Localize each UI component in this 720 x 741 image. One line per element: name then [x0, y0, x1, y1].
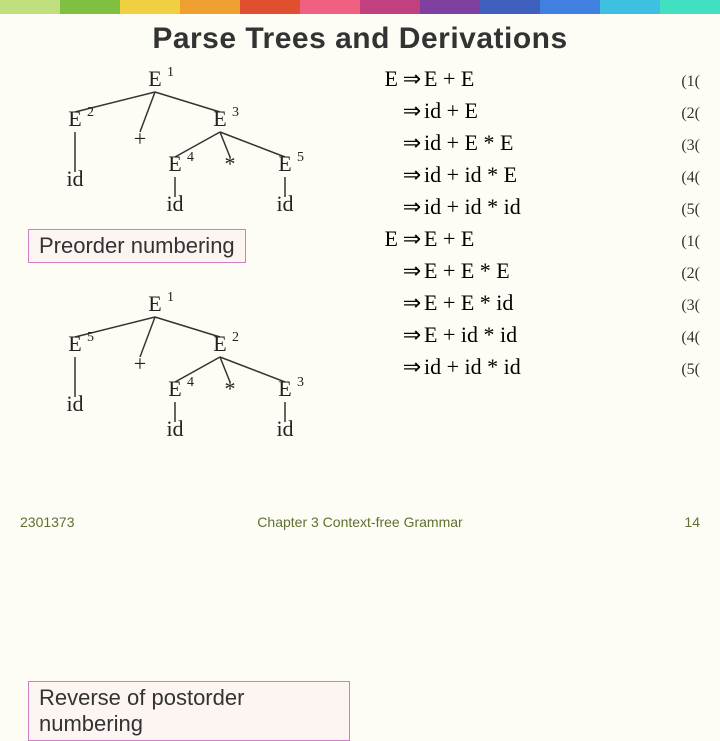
- derivation-step-number: (3(: [660, 297, 700, 315]
- derivation-arrow-icon: ⇒: [400, 258, 424, 284]
- derivation-step-number: (2(: [660, 265, 700, 283]
- derivation-row: ⇒id + id * id(5(: [360, 354, 700, 380]
- tree-node: +: [134, 351, 146, 376]
- derivation-row: ⇒id + id * E(4(: [360, 162, 700, 188]
- content-area: E1E2+E3idE4*E5idid Preorder numbering E1…: [0, 56, 720, 491]
- tree-node-superscript: 4: [187, 375, 194, 390]
- tree-node: id: [276, 191, 293, 216]
- derivation-arrow-icon: ⇒: [400, 290, 424, 316]
- derivation-row: E⇒E + E(1(: [360, 66, 700, 92]
- tree-node: id: [66, 391, 83, 416]
- tree-node: E: [68, 106, 81, 131]
- derivation-row: ⇒id + id * id(5(: [360, 194, 700, 220]
- derivation-row: ⇒E + id * id(4(: [360, 322, 700, 348]
- decorative-topbar: [0, 0, 720, 14]
- tree-node: id: [66, 166, 83, 191]
- tree-node: id: [276, 416, 293, 441]
- derivation-step-number: (1(: [660, 73, 700, 91]
- tree-postorder: E1E5+E2idE4*E3idid Reverse of postorder …: [20, 291, 350, 491]
- caption-preorder: Preorder numbering: [28, 229, 246, 263]
- tree-node: E: [213, 106, 226, 131]
- derivation-body: E + id * id: [424, 322, 660, 348]
- derivation-step-number: (2(: [660, 105, 700, 123]
- derivation-row: ⇒id + E * E(3(: [360, 130, 700, 156]
- tree-node: E: [278, 151, 291, 176]
- derivation-arrow-icon: ⇒: [400, 98, 424, 124]
- derivation-body: id + E * E: [424, 130, 660, 156]
- derivation-arrow-icon: ⇒: [400, 130, 424, 156]
- derivation-body: id + E: [424, 98, 660, 124]
- tree-node: E: [168, 151, 181, 176]
- tree-node-superscript: 3: [232, 105, 239, 120]
- tree-node: E: [148, 66, 161, 91]
- tree-node-superscript: 4: [187, 150, 194, 165]
- derivation-step-number: (5(: [660, 361, 700, 379]
- derivation-arrow-icon: ⇒: [400, 322, 424, 348]
- derivation-step-number: (4(: [660, 329, 700, 347]
- tree-node-superscript: 5: [87, 330, 94, 345]
- derivation-lhs: E: [360, 226, 400, 252]
- trees-column: E1E2+E3idE4*E5idid Preorder numbering E1…: [20, 66, 350, 491]
- derivation-body: E + E: [424, 226, 660, 252]
- footer-course-code: 2301373: [20, 514, 75, 530]
- derivation-body: E + E * E: [424, 258, 660, 284]
- derivation-body: E + E * id: [424, 290, 660, 316]
- derivation-arrow-icon: ⇒: [400, 66, 424, 92]
- tree-node: *: [225, 151, 236, 176]
- derivation-row: E⇒E + E(1(: [360, 226, 700, 252]
- derivation-body: id + id * id: [424, 354, 660, 380]
- derivations-column: E⇒E + E(1(⇒id + E(2(⇒id + E * E(3(⇒id + …: [350, 66, 700, 491]
- derivation-step-number: (4(: [660, 169, 700, 187]
- tree-node: E: [213, 331, 226, 356]
- footer-page-number: 14: [684, 514, 700, 530]
- derivation-row: ⇒E + E * E(2(: [360, 258, 700, 284]
- derivation-arrow-icon: ⇒: [400, 162, 424, 188]
- tree-node-superscript: 1: [167, 66, 174, 80]
- derivation-step-number: (3(: [660, 137, 700, 155]
- tree-node: +: [134, 126, 146, 151]
- slide-title: Parse Trees and Derivations: [0, 22, 720, 56]
- tree-node-superscript: 3: [297, 375, 304, 390]
- caption-postorder: Reverse of postorder numbering: [28, 681, 350, 741]
- tree-node: E: [278, 376, 291, 401]
- derivation-row: ⇒id + E(2(: [360, 98, 700, 124]
- tree-node-superscript: 5: [297, 150, 304, 165]
- tree-node: *: [225, 376, 236, 401]
- tree-node: id: [166, 416, 183, 441]
- tree-node-superscript: 2: [232, 330, 239, 345]
- derivation-arrow-icon: ⇒: [400, 226, 424, 252]
- tree-preorder: E1E2+E3idE4*E5idid Preorder numbering: [20, 66, 350, 261]
- derivation-body: E + E: [424, 66, 660, 92]
- tree-node: id: [166, 191, 183, 216]
- tree-node: E: [68, 331, 81, 356]
- derivation-arrow-icon: ⇒: [400, 194, 424, 220]
- tree-node: E: [168, 376, 181, 401]
- derivation-body: id + id * E: [424, 162, 660, 188]
- derivation-step-number: (5(: [660, 201, 700, 219]
- derivation-lhs: E: [360, 66, 400, 92]
- tree-node-superscript: 2: [87, 105, 94, 120]
- tree-node-superscript: 1: [167, 291, 174, 305]
- tree-node: E: [148, 291, 161, 316]
- derivation-row: ⇒E + E * id(3(: [360, 290, 700, 316]
- derivation-body: id + id * id: [424, 194, 660, 220]
- derivation-step-number: (1(: [660, 233, 700, 251]
- footer-chapter: Chapter 3 Context-free Grammar: [257, 514, 462, 530]
- derivation-arrow-icon: ⇒: [400, 354, 424, 380]
